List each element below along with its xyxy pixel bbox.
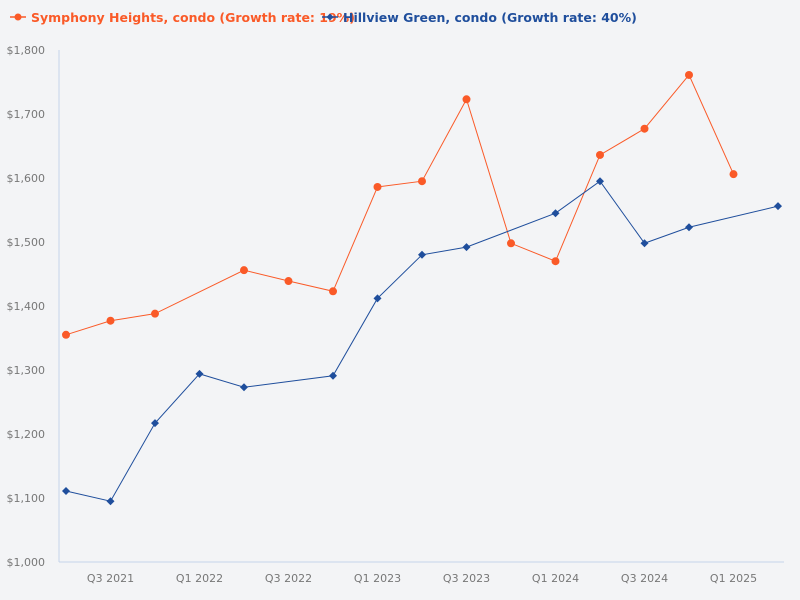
data-point[interactable]: [462, 95, 471, 104]
data-point[interactable]: [640, 124, 649, 133]
data-point[interactable]: [106, 316, 115, 325]
data-point[interactable]: [284, 277, 293, 286]
circle-marker-icon: [14, 13, 22, 21]
data-point[interactable]: [551, 257, 560, 266]
data-point[interactable]: [151, 309, 159, 318]
data-point[interactable]: [596, 150, 604, 159]
data-point[interactable]: [418, 250, 426, 259]
y-tick-label: $1,500: [7, 236, 46, 249]
data-point[interactable]: [551, 209, 560, 218]
data-point[interactable]: [729, 170, 738, 179]
data-point[interactable]: [195, 369, 204, 378]
data-point[interactable]: [62, 486, 70, 495]
legend-label: Hillview Green, condo (Growth rate: 40%): [343, 10, 637, 25]
y-tick-label: $1,600: [7, 172, 46, 185]
data-point[interactable]: [106, 497, 115, 506]
data-point[interactable]: [507, 239, 515, 248]
axes: $1,000 $1,100 $1,200 $1,300 $1,400 $1,500 $1,6…: [7, 44, 784, 585]
data-point[interactable]: [62, 330, 70, 339]
y-tick-label: $1,300: [7, 364, 46, 377]
x-tick-label: Q3 2021: [87, 572, 134, 585]
y-tick-label: $1,200: [7, 428, 46, 441]
data-point[interactable]: [329, 287, 337, 296]
y-tick-label: $1,400: [7, 300, 46, 313]
legend: Symphony Heights, condo (Growth rate: 19…: [10, 10, 637, 25]
x-tick-label: Q1 2023: [354, 572, 401, 585]
legend-item-symphony-heights[interactable]: Symphony Heights, condo (Growth rate: 19…: [10, 10, 355, 25]
data-point[interactable]: [685, 223, 693, 232]
x-tick-label: Q1 2024: [532, 572, 579, 585]
data-point[interactable]: [240, 383, 248, 392]
data-point[interactable]: [373, 294, 382, 303]
data-point[interactable]: [373, 182, 382, 191]
y-tick-label: $1,100: [7, 492, 46, 505]
y-tick-label: $1,000: [7, 556, 46, 569]
data-point[interactable]: [685, 70, 693, 79]
data-point[interactable]: [329, 371, 337, 380]
x-tick-label: Q3 2023: [443, 572, 490, 585]
series-1: [62, 177, 782, 506]
data-point[interactable]: [462, 243, 471, 252]
series-line: [65, 180, 779, 502]
series-group: [62, 70, 782, 506]
legend-label: Symphony Heights, condo (Growth rate: 19…: [31, 10, 355, 25]
data-point[interactable]: [418, 177, 426, 186]
data-point[interactable]: [240, 266, 248, 275]
series-0: [62, 70, 738, 339]
data-point[interactable]: [596, 177, 604, 186]
data-point[interactable]: [774, 202, 782, 211]
y-tick-label: $1,700: [7, 108, 46, 121]
data-point[interactable]: [640, 239, 649, 248]
x-tick-label: Q1 2022: [176, 572, 223, 585]
x-tick-label: Q3 2022: [265, 572, 312, 585]
series-line: [65, 74, 734, 336]
diamond-marker-icon: [326, 13, 334, 21]
x-tick-label: Q3 2024: [621, 572, 668, 585]
y-tick-label: $1,800: [7, 44, 46, 57]
x-tick-label: Q1 2025: [710, 572, 757, 585]
data-point[interactable]: [151, 419, 159, 428]
legend-item-hillview-green[interactable]: Hillview Green, condo (Growth rate: 40%): [322, 10, 637, 25]
